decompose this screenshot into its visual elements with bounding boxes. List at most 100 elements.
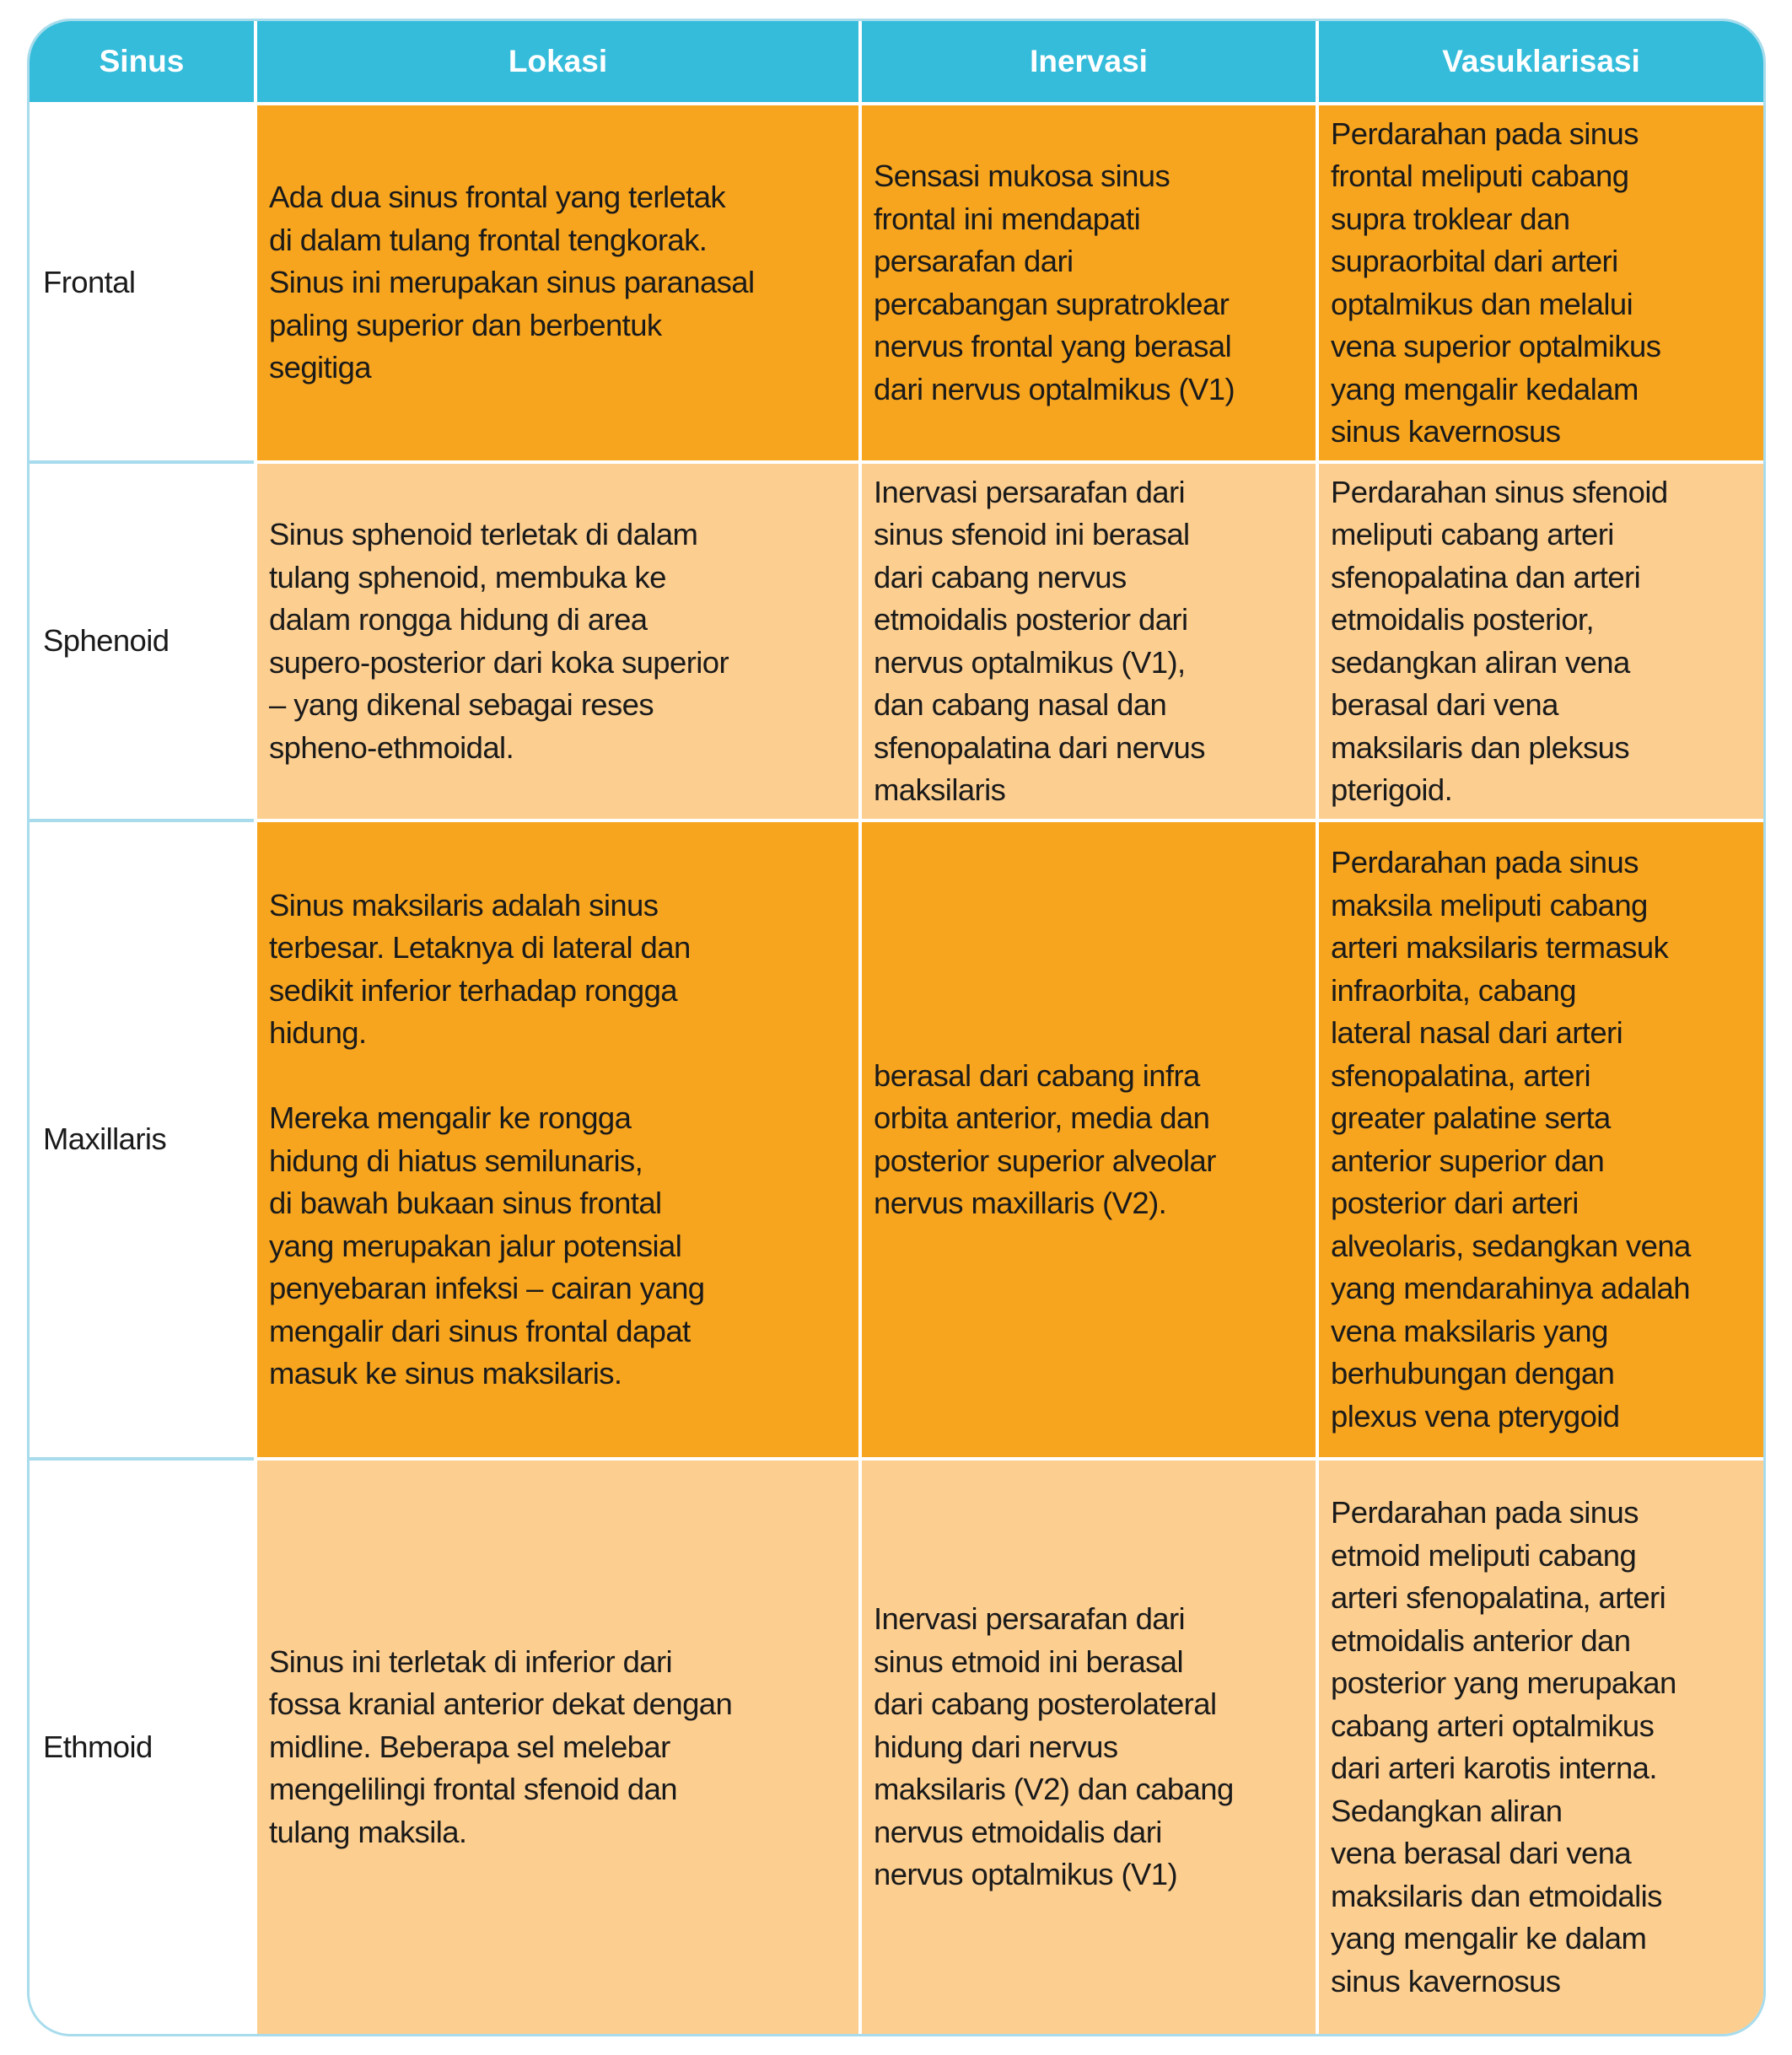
inervasi-text-line: Sensasi mukosa sinus — [874, 159, 1170, 193]
lokasi-text-line: tulang maksila. — [269, 1814, 467, 1849]
vaskularisasi-text-line: etmoidalis posterior, — [1331, 602, 1595, 637]
vaskularisasi-text-line: Perdarahan pada sinus — [1331, 116, 1639, 151]
lokasi-cell: Sinus sphenoid terletak di dalam tulang s… — [254, 460, 858, 819]
lokasi-text-line: tulang sphenoid, membuka ke — [269, 559, 666, 594]
lokasi-text-line: dalam rongga hidung di area — [269, 602, 648, 637]
sinus-name-cell: Frontal — [30, 102, 254, 460]
inervasi-text-line: dan cabang nasal dan — [874, 687, 1167, 722]
lokasi-text-line: sedikit inferior terhadap rongga — [269, 972, 678, 1008]
inervasi-text-line: maksilaris (V2) dan cabang — [874, 1772, 1234, 1807]
inervasi-text-line: berasal dari cabang infra — [874, 1057, 1200, 1093]
inervasi-text-line: sfenopalatina dari nervus — [874, 729, 1205, 765]
inervasi-text-line: dari cabang posterolateral — [874, 1686, 1217, 1722]
lokasi-cell: Sinus maksilaris adalah sinus terbesar. L… — [254, 819, 858, 1457]
vaskularisasi-text-line: lateral nasal dari arteri — [1331, 1015, 1623, 1050]
sinus-name-cell: Ethmoid — [30, 1457, 254, 2034]
vaskularisasi-cell: Perdarahan pada sinus maksila meliputi ca… — [1316, 819, 1763, 1457]
inervasi-text-line: orbita anterior, media dan — [874, 1100, 1210, 1135]
vaskularisasi-text-line: yang mendarahinya adalah — [1331, 1271, 1691, 1305]
vaskularisasi-text-line: vena maksilaris yang — [1331, 1313, 1608, 1348]
vaskularisasi-text-line: etmoid meliputi cabang — [1331, 1537, 1637, 1573]
vaskularisasi-text-line: posterior yang merupakan — [1331, 1665, 1676, 1700]
lokasi-text-line: hidung. — [269, 1015, 367, 1050]
inervasi-text-line: dari nervus optalmikus (V1) — [874, 371, 1235, 406]
vaskularisasi-text-line: sinus kavernosus — [1331, 414, 1561, 449]
sinus-name-cell: Sphenoid — [30, 460, 254, 819]
inervasi-text-line: dari cabang nervus — [874, 559, 1127, 594]
vaskularisasi-text-line: alveolaris, sedangkan vena — [1331, 1228, 1691, 1263]
vaskularisasi-text-line: arteri sfenopalatina, arteri — [1331, 1580, 1666, 1615]
inervasi-text-line: hidung dari nervus — [874, 1729, 1118, 1764]
vaskularisasi-text-line: etmoidalis anterior dan — [1331, 1622, 1631, 1658]
inervasi-text-line: sinus etmoid ini berasal — [874, 1643, 1184, 1679]
vaskularisasi-text-line: optalmikus dan melalui — [1331, 286, 1633, 321]
vaskularisasi-cell: Perdarahan pada sinus frontal meliputi ca… — [1316, 102, 1763, 460]
lokasi-text-line — [269, 1055, 704, 1098]
vaskularisasi-text-line: meliputi cabang arteri — [1331, 517, 1614, 551]
inervasi-cell: Inervasi persarafan dari sinus etmoid ini… — [858, 1457, 1316, 2034]
inervasi-cell: berasal dari cabang infra orbita anterior… — [858, 819, 1316, 1457]
vaskularisasi-text-line: sedangkan aliran vena — [1331, 644, 1630, 680]
vaskularisasi-text-line: yang mengalir kedalam — [1331, 371, 1639, 406]
lokasi-text-line: Sinus maksilaris adalah sinus — [269, 887, 659, 923]
inervasi-text-line: maksilaris — [874, 772, 1006, 807]
inervasi-text-line: Inervasi persarafan dari — [874, 1601, 1186, 1637]
vaskularisasi-text-line: supraorbital dari arteri — [1331, 244, 1618, 278]
sinus-name-cell: Maxillaris — [30, 819, 254, 1457]
lokasi-text-line: supero-posterior dari koka superior — [269, 644, 729, 680]
vaskularisasi-text-line: supra troklear dan — [1331, 201, 1570, 236]
inervasi-text-line: etmoidalis posterior dari — [874, 602, 1188, 637]
inervasi-text-line: nervus frontal yang berasal — [874, 329, 1232, 363]
lokasi-text-line: Sinus ini merupakan sinus paranasal — [269, 265, 755, 300]
lokasi-text-line: fossa kranial anterior dekat dengan — [269, 1686, 733, 1722]
lokasi-text-line: mengalir dari sinus frontal dapat — [269, 1313, 691, 1348]
sinus-table: Sinus Lokasi Inervasi Vasuklarisasi Fron… — [27, 19, 1766, 2036]
lokasi-text-line: Mereka mengalir ke rongga — [269, 1100, 632, 1135]
vaskularisasi-text-line: frontal meliputi cabang — [1331, 159, 1629, 193]
vaskularisasi-text-line: sinus kavernosus — [1331, 1963, 1561, 1999]
vaskularisasi-text-line: sfenopalatina, arteri — [1331, 1057, 1591, 1093]
vaskularisasi-text-line: berhubungan dengan — [1331, 1356, 1615, 1391]
lokasi-text-line: masuk ke sinus maksilaris. — [269, 1356, 622, 1391]
vaskularisasi-cell: Perdarahan pada sinus etmoid meliputi cab… — [1316, 1457, 1763, 2034]
vaskularisasi-text-line: plexus vena pterygoid — [1331, 1398, 1620, 1434]
vaskularisasi-text-line: dari arteri karotis interna. — [1331, 1751, 1658, 1785]
vaskularisasi-text-line: infraorbita, cabang — [1331, 972, 1577, 1008]
lokasi-text-line: di dalam tulang frontal tengkorak. — [269, 222, 708, 257]
vaskularisasi-text-line: vena berasal dari vena — [1331, 1836, 1632, 1870]
lokasi-text-line: midline. Beberapa sel melebar — [269, 1729, 670, 1764]
vaskularisasi-text-line: Perdarahan pada sinus — [1331, 845, 1639, 880]
vaskularisasi-text-line: vena superior optalmikus — [1331, 329, 1661, 363]
vaskularisasi-cell: Perdarahan sinus sfenoid meliputi cabang … — [1316, 460, 1763, 819]
inervasi-text-line: percabangan supratroklear — [874, 286, 1230, 321]
lokasi-text-line: di bawah bukaan sinus frontal — [269, 1186, 662, 1220]
header-sinus: Sinus — [30, 21, 254, 102]
lokasi-text-line: penyebaran infeksi – cairan yang — [269, 1271, 705, 1305]
lokasi-text-line: Sinus ini terletak di inferior dari — [269, 1643, 673, 1679]
inervasi-cell: Inervasi persarafan dari sinus sfenoid in… — [858, 460, 1316, 819]
lokasi-text-line: Ada dua sinus frontal yang terletak — [269, 180, 726, 215]
inervasi-text-line: persarafan dari — [874, 244, 1074, 278]
vaskularisasi-text-line: sfenopalatina dan arteri — [1331, 559, 1641, 594]
lokasi-text-line: paling superior dan berbentuk — [269, 307, 662, 342]
lokasi-text-line: spheno-ethmoidal. — [269, 729, 514, 765]
inervasi-text-line: posterior superior alveolar — [874, 1143, 1216, 1178]
vaskularisasi-text-line: maksila meliputi cabang — [1331, 887, 1648, 923]
inervasi-text-line: nervus maxillaris (V2). — [874, 1186, 1167, 1220]
vaskularisasi-text-line: anterior superior dan — [1331, 1143, 1605, 1178]
vaskularisasi-text-line: yang mengalir ke dalam — [1331, 1921, 1647, 1955]
header-vaskularisasi: Vasuklarisasi — [1316, 21, 1763, 102]
vaskularisasi-text-line: cabang arteri optalmikus — [1331, 1708, 1655, 1743]
lokasi-text-line: – yang dikenal sebagai reses — [269, 687, 654, 722]
inervasi-cell: Sensasi mukosa sinus frontal ini mendapat… — [858, 102, 1316, 460]
header-inervasi: Inervasi — [858, 21, 1316, 102]
vaskularisasi-text-line: posterior dari arteri — [1331, 1186, 1579, 1220]
vaskularisasi-text-line: berasal dari vena — [1331, 687, 1558, 722]
inervasi-text-line: frontal ini mendapati — [874, 201, 1141, 236]
vaskularisasi-text-line: maksilaris dan etmoidalis — [1331, 1878, 1662, 1913]
vaskularisasi-text-line: pterigoid. — [1331, 772, 1453, 807]
inervasi-text-line: nervus optalmikus (V1), — [874, 644, 1186, 680]
inervasi-text-line: nervus etmoidalis dari — [874, 1814, 1162, 1849]
inervasi-text-line: Inervasi persarafan dari — [874, 474, 1186, 509]
inervasi-text-line: nervus optalmikus (V1) — [874, 1857, 1178, 1892]
